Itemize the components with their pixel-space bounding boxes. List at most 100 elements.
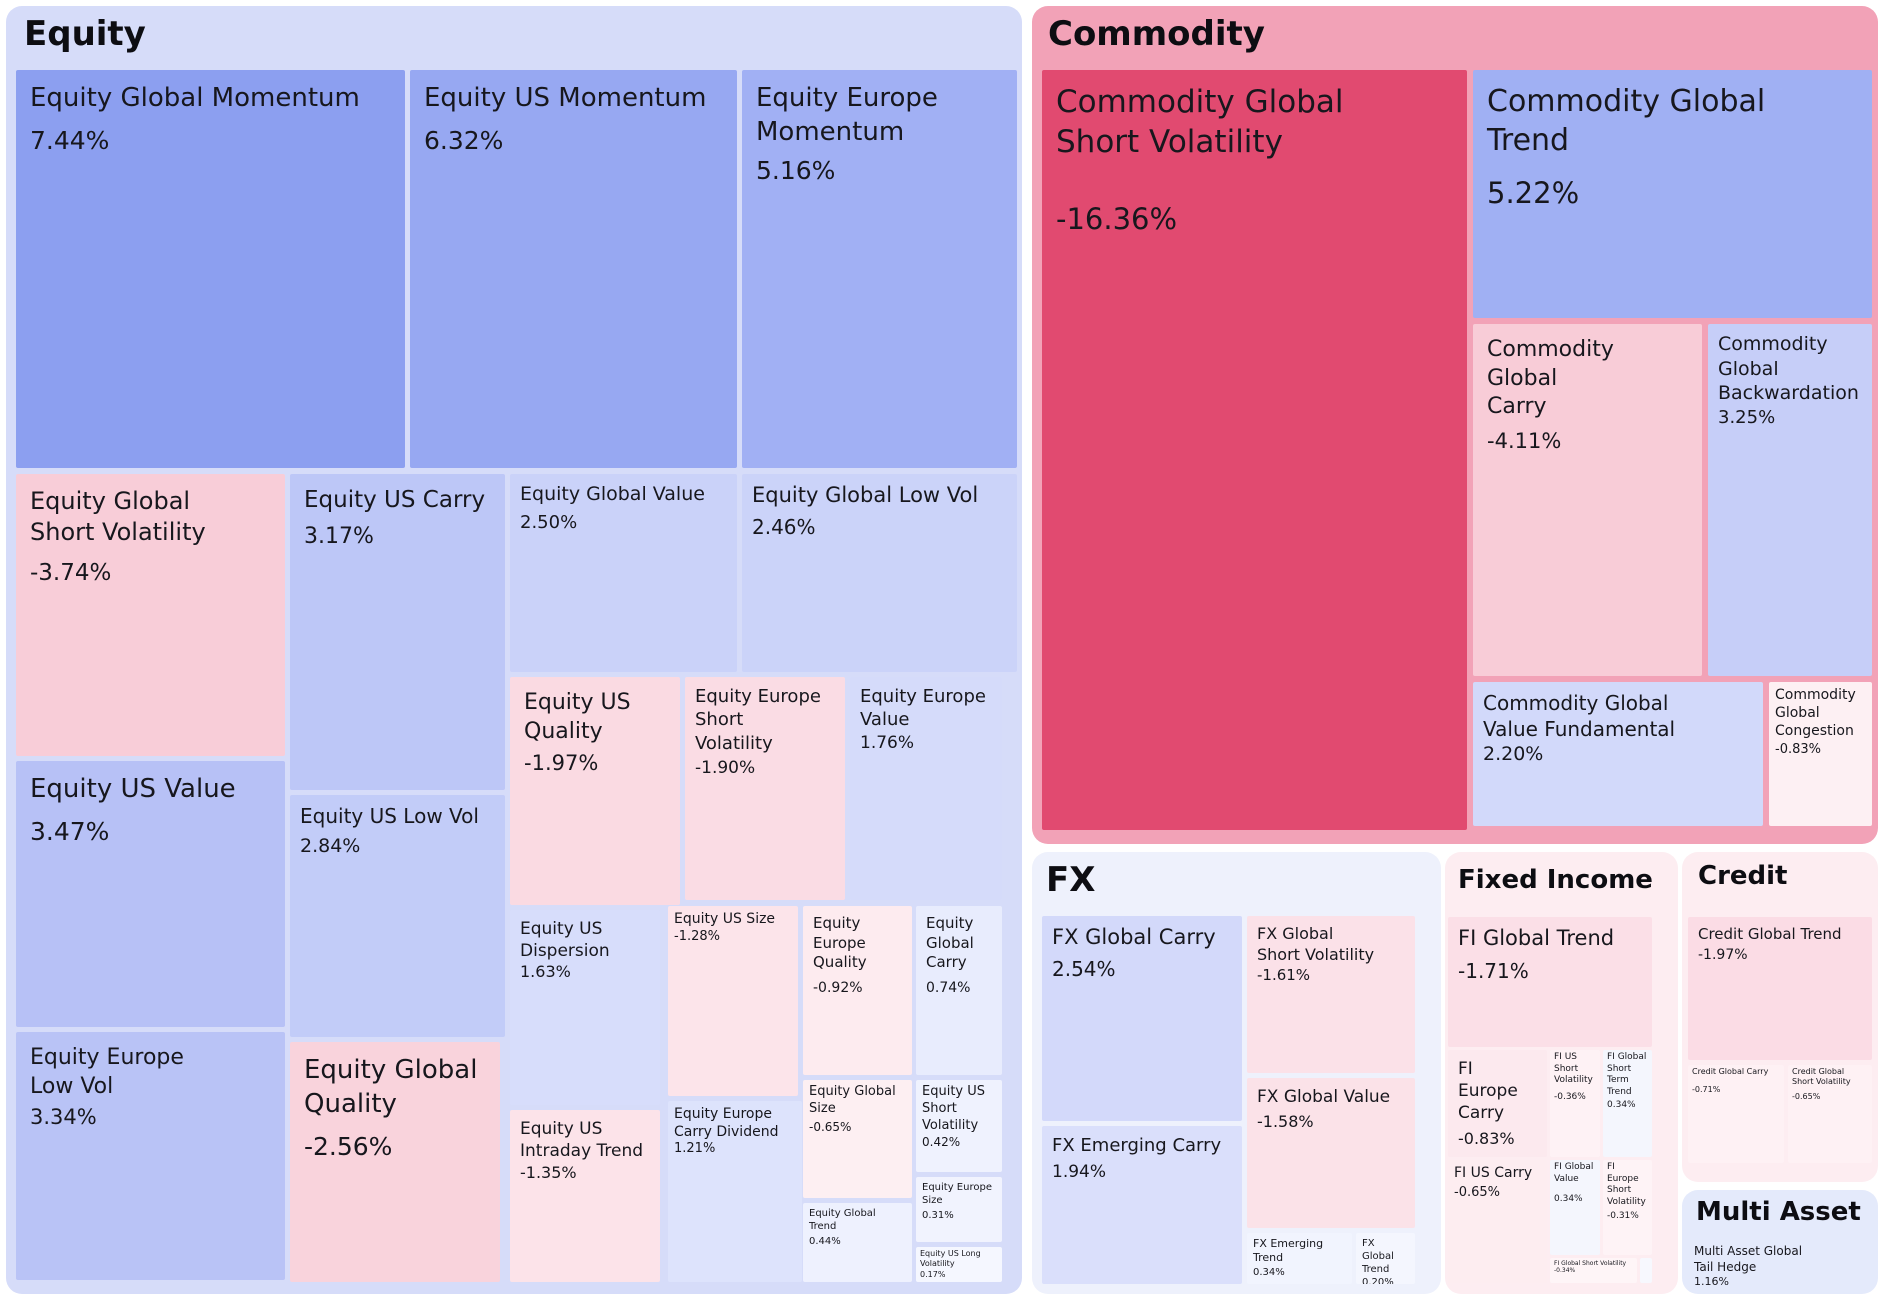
cell-value: 5.22% (1487, 176, 1580, 211)
cell-label: FX Emerging Carry (1052, 1135, 1222, 1156)
cell-fx-emerging-trend[interactable]: FX Emerging Trend 0.34% (1247, 1233, 1352, 1284)
cell-equity-global-quality[interactable]: Equity Global Quality -2.56% (290, 1042, 500, 1282)
cell-credit-global-short-volatility[interactable]: Credit Global Short Volatility -0.65% (1788, 1065, 1872, 1163)
cell-credit-global-trend[interactable]: Credit Global Trend -1.97% (1688, 917, 1872, 1060)
cell-value: -0.83% (1775, 741, 1821, 757)
cell-equity-global-carry[interactable]: Equity Global Carry 0.74% (916, 906, 1002, 1075)
cell-equity-us-momentum[interactable]: Equity US Momentum 6.32% (410, 70, 737, 468)
cell-value: -4.11% (1487, 429, 1562, 454)
cell-commodity-global-carry[interactable]: Commodity Global Carry -4.11% (1473, 324, 1702, 676)
cell-value: -0.71% (1692, 1084, 1721, 1094)
cell-equity-us-low-vol[interactable]: Equity US Low Vol 2.84% (290, 795, 505, 1037)
cell-commodity-global-backwardation[interactable]: Commodity Global Backwardation 3.25% (1708, 324, 1872, 676)
cell-value: 0.34% (1554, 1194, 1583, 1205)
cell-label: Equity US Carry (304, 487, 486, 513)
cell-label: FI Europe Short Volatility (1607, 1162, 1646, 1208)
cell-fx-global-carry[interactable]: FX Global Carry 2.54% (1042, 916, 1242, 1121)
section-multi-asset: Multi Asset Multi Asset Global Tail Hedge… (1682, 1190, 1878, 1294)
cell-equity-us-long-volatility[interactable]: Equity US Long Volatility 0.17% (916, 1247, 1002, 1282)
cell-equity-us-short-volatility[interactable]: Equity US Short Volatility 0.42% (916, 1080, 1002, 1172)
cell-value: 0.44% (809, 1236, 841, 1247)
cell-label: Equity Global Size (809, 1084, 896, 1116)
cell-label: Equity US Size (674, 911, 776, 927)
cell-credit-global-carry[interactable]: Credit Global Carry -0.71% (1688, 1065, 1784, 1163)
cell-value: 1.94% (1052, 1162, 1107, 1183)
cell-commodity-global-trend[interactable]: Commodity Global Trend 5.22% (1473, 70, 1872, 318)
cell-value: 0.34% (1607, 1099, 1636, 1110)
cell-label: FX Global Carry (1052, 925, 1216, 949)
cell-value: -1.28% (674, 928, 720, 944)
cell-fx-global-trend[interactable]: FX Global Trend 0.20% (1356, 1233, 1415, 1284)
cell-equity-europe-value[interactable]: Equity Europe Value 1.76% (850, 677, 1002, 900)
cell-value: 7.44% (30, 126, 110, 156)
cell-fi-global-trend[interactable]: FI Global Trend -1.71% (1448, 917, 1652, 1047)
cell-fi-us-short-volatility[interactable]: FI US Short Volatility -0.36% (1550, 1050, 1600, 1157)
cell-label: FI Global Value (1554, 1162, 1594, 1184)
cell-equity-europe-short-volatility[interactable]: Equity Europe Short Volatility -1.90% (685, 677, 845, 900)
cell-label: FX Global Trend (1362, 1238, 1394, 1275)
cell-equity-global-trend[interactable]: Equity Global Trend 0.44% (803, 1203, 912, 1282)
cell-value: 2.50% (520, 511, 578, 533)
cell-label: FI Global Short Term Trend (1607, 1052, 1647, 1098)
cell-equity-us-carry[interactable]: Equity US Carry 3.17% (290, 474, 505, 790)
cell-label: Equity US Intraday Trend (520, 1119, 644, 1162)
cell-equity-global-low-vol[interactable]: Equity Global Low Vol 2.46% (742, 474, 1017, 672)
cell-value: 0.31% (922, 1210, 954, 1221)
cell-label: FX Emerging Trend (1253, 1237, 1324, 1265)
cell-equity-global-momentum[interactable]: Equity Global Momentum 7.44% (16, 70, 405, 468)
cell-label: FX Global Short Volatility (1257, 924, 1375, 964)
cell-fi-global-short-term-trend[interactable]: FI Global Short Term Trend 0.34% (1603, 1050, 1652, 1157)
cell-label: Commodity Global Carry (1487, 337, 1614, 420)
cell-equity-us-value[interactable]: Equity US Value 3.47% (16, 761, 285, 1027)
cell-equity-europe-carry-dividend[interactable]: Equity Europe Carry Dividend 1.21% (668, 1101, 802, 1282)
cell-label: Equity Europe Value (860, 686, 986, 731)
cell-equity-global-value[interactable]: Equity Global Value 2.50% (510, 474, 737, 672)
cell-value: 3.25% (1718, 406, 1776, 428)
cell-fi-europe-carry[interactable]: FI Europe Carry -0.83% (1448, 1050, 1547, 1157)
cell-value: -0.83% (1458, 1128, 1515, 1148)
cell-value: 5.16% (756, 156, 836, 186)
cell-commodity-global-short-volatility[interactable]: Commodity Global Short Volatility -16.36% (1042, 70, 1467, 830)
cell-value: 1.21% (674, 1141, 716, 1157)
cell-equity-us-quality[interactable]: Equity US Quality -1.97% (510, 677, 680, 905)
cell-equity-europe-momentum[interactable]: Equity Europe Momentum 5.16% (742, 70, 1017, 468)
cell-fx-emerging-carry[interactable]: FX Emerging Carry 1.94% (1042, 1126, 1242, 1284)
section-title-fixed-income: Fixed Income (1458, 865, 1653, 895)
cell-fx-global-value[interactable]: FX Global Value -1.58% (1247, 1078, 1415, 1228)
cell-label: Equity US Long Volatility (920, 1249, 981, 1269)
cell-equity-europe-size[interactable]: Equity Europe Size 0.31% (916, 1177, 1002, 1242)
cell-commodity-global-value-fundamental[interactable]: Commodity Global Value Fundamental 2.20% (1473, 682, 1763, 826)
cell-label: FX Global Value (1257, 1087, 1391, 1107)
cell-equity-europe-low-vol[interactable]: Equity Europe Low Vol 3.34% (16, 1032, 285, 1280)
cell-fi-global-value[interactable]: FI Global Value 0.34% (1550, 1160, 1600, 1255)
cell-equity-us-dispersion[interactable]: Equity US Dispersion 1.63% (510, 910, 660, 1105)
cell-label: Credit Global Carry (1692, 1067, 1769, 1076)
cell-equity-us-size[interactable]: Equity US Size -1.28% (668, 906, 798, 1096)
cell-fx-global-short-volatility[interactable]: FX Global Short Volatility -1.61% (1247, 916, 1415, 1073)
cell-label: FI Europe Carry (1458, 1059, 1518, 1124)
cell-value: -0.65% (1792, 1091, 1821, 1101)
cell-equity-us-intraday-trend[interactable]: Equity US Intraday Trend -1.35% (510, 1110, 660, 1282)
cell-value: -2.56% (304, 1131, 393, 1161)
cell-label: Credit Global Trend (1698, 925, 1842, 943)
cell-commodity-global-congestion[interactable]: Commodity Global Congestion -0.83% (1769, 682, 1872, 826)
cell-equity-europe-quality[interactable]: Equity Europe Quality -0.92% (803, 906, 912, 1075)
cell-multi-asset-global-tail-hedge[interactable]: Multi Asset Global Tail Hedge 1.16% (1688, 1240, 1868, 1288)
cell-equity-global-short-volatility[interactable]: Equity Global Short Volatility -3.74% (16, 474, 285, 756)
cell-value: 0.74% (926, 979, 971, 996)
cell-fi-europe-short-volatility[interactable]: FI Europe Short Volatility -0.31% (1603, 1160, 1652, 1255)
cell-value: 6.32% (424, 126, 504, 156)
cell-equity-global-size[interactable]: Equity Global Size -0.65% (803, 1080, 912, 1198)
cell-fi-us-carry[interactable]: FI US Carry -0.65% (1448, 1160, 1547, 1283)
cell-unlabeled[interactable] (1640, 1258, 1652, 1283)
cell-label: Equity Europe Short Volatility (695, 686, 821, 754)
cell-fi-global-short-volatility[interactable]: FI Global Short Volatility -0.34% (1550, 1258, 1637, 1283)
cell-value: 1.76% (860, 733, 915, 754)
cell-value: 0.20% (1362, 1277, 1394, 1284)
cell-label: Equity Global Quality (304, 1055, 478, 1119)
cell-label: Equity US Momentum (424, 83, 707, 113)
section-title-multi-asset: Multi Asset (1696, 1197, 1861, 1227)
cell-label: Equity Global Momentum (30, 83, 360, 113)
cell-value: -0.65% (809, 1120, 852, 1135)
